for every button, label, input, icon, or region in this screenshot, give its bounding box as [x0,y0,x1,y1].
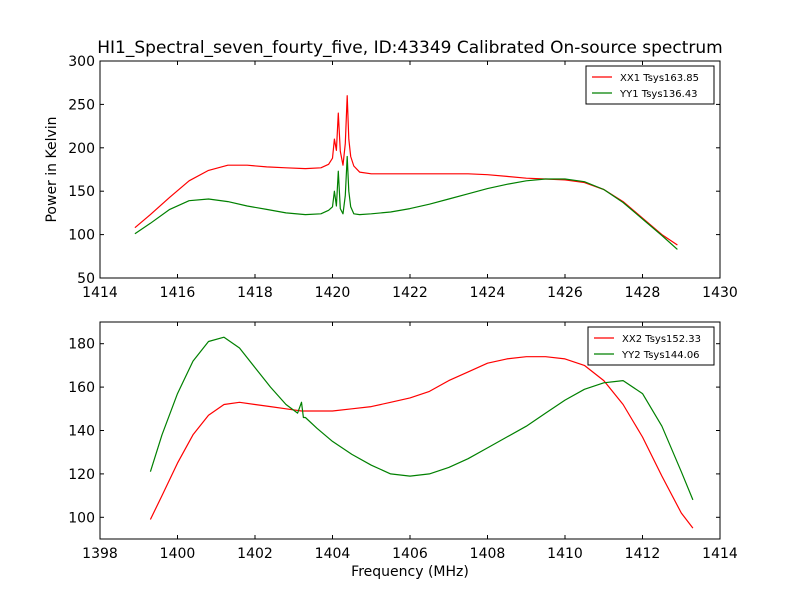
legend-box-2 [587,326,715,366]
y-axis-label-1: Power in Kelvin [44,116,60,222]
x-tick-label-1-4: 1420 [315,285,351,301]
x-tick-label-2-6: 1408 [470,546,506,562]
legend-box-1 [585,65,715,105]
chart-panel-2: 1398 1400 1402 1404 1406 1408 1410 1412 1414 100 1… [68,321,738,580]
series-line-2-2 [149,336,694,501]
plots: 1414 1416 1418 1420 1422 1424 1426 1428 1430 50 10… [44,54,738,580]
y-tick-label-1-1: 50 [77,271,95,287]
x-tick-label-2-2: 1400 [160,546,196,562]
figure-title: HI1_Spectral_seven_fourty_five, ID:43349… [97,38,722,58]
series-line-2-1 [149,356,694,529]
x-tick-label-2-5: 1406 [392,546,428,562]
x-tick-label-1-5: 1422 [392,285,428,301]
x-tick-label-1-2: 1416 [160,285,196,301]
legend-2: XX2 Tsys152.33 YY2 Tsys144.06 [587,326,715,366]
x-tick-label-2-9: 1414 [702,546,738,562]
x-tick-label-1-3: 1418 [237,285,273,301]
y-tick-label-2-3: 140 [68,424,95,440]
x-tick-label-1-8: 1428 [625,285,661,301]
x-tick-label-2-3: 1402 [237,546,273,562]
x-axis-label-2: Frequency (MHz) [351,564,469,580]
x-tick-label-2-1: 1398 [82,546,118,562]
y-tick-label-2-1: 100 [68,510,95,526]
y-tick-label-1-4: 200 [68,141,95,157]
y-tick-label-2-2: 120 [68,467,95,483]
x-tick-label-1-7: 1426 [547,285,583,301]
series-line-1-2 [134,155,678,250]
x-tick-label-1-6: 1424 [470,285,506,301]
legend-label-1-2: YY1 Tsys136.43 [619,89,698,100]
legend-label-2-1: XX2 Tsys152.33 [622,334,701,345]
legend-label-2-2: YY2 Tsys144.06 [621,350,700,361]
legend-1: XX1 Tsys163.85 YY1 Tsys136.43 [585,65,715,105]
x-tick-label-2-4: 1404 [315,546,351,562]
y-tick-label-2-4: 160 [68,380,95,396]
y-tick-label-1-2: 100 [68,228,95,244]
x-tick-label-2-7: 1410 [547,546,583,562]
y-tick-label-1-5: 250 [68,97,95,113]
y-tick-label-2-5: 180 [68,337,95,353]
x-tick-label-2-8: 1412 [625,546,661,562]
y-tick-label-1-6: 300 [68,54,95,70]
x-tick-label-1-1: 1414 [82,285,118,301]
chart-panel-1: 1414 1416 1418 1420 1422 1424 1426 1428 1430 50 10… [44,54,738,301]
y-tick-label-1-3: 150 [68,184,95,200]
x-tick-label-1-9: 1430 [702,285,738,301]
legend-label-1-1: XX1 Tsys163.85 [620,73,699,84]
